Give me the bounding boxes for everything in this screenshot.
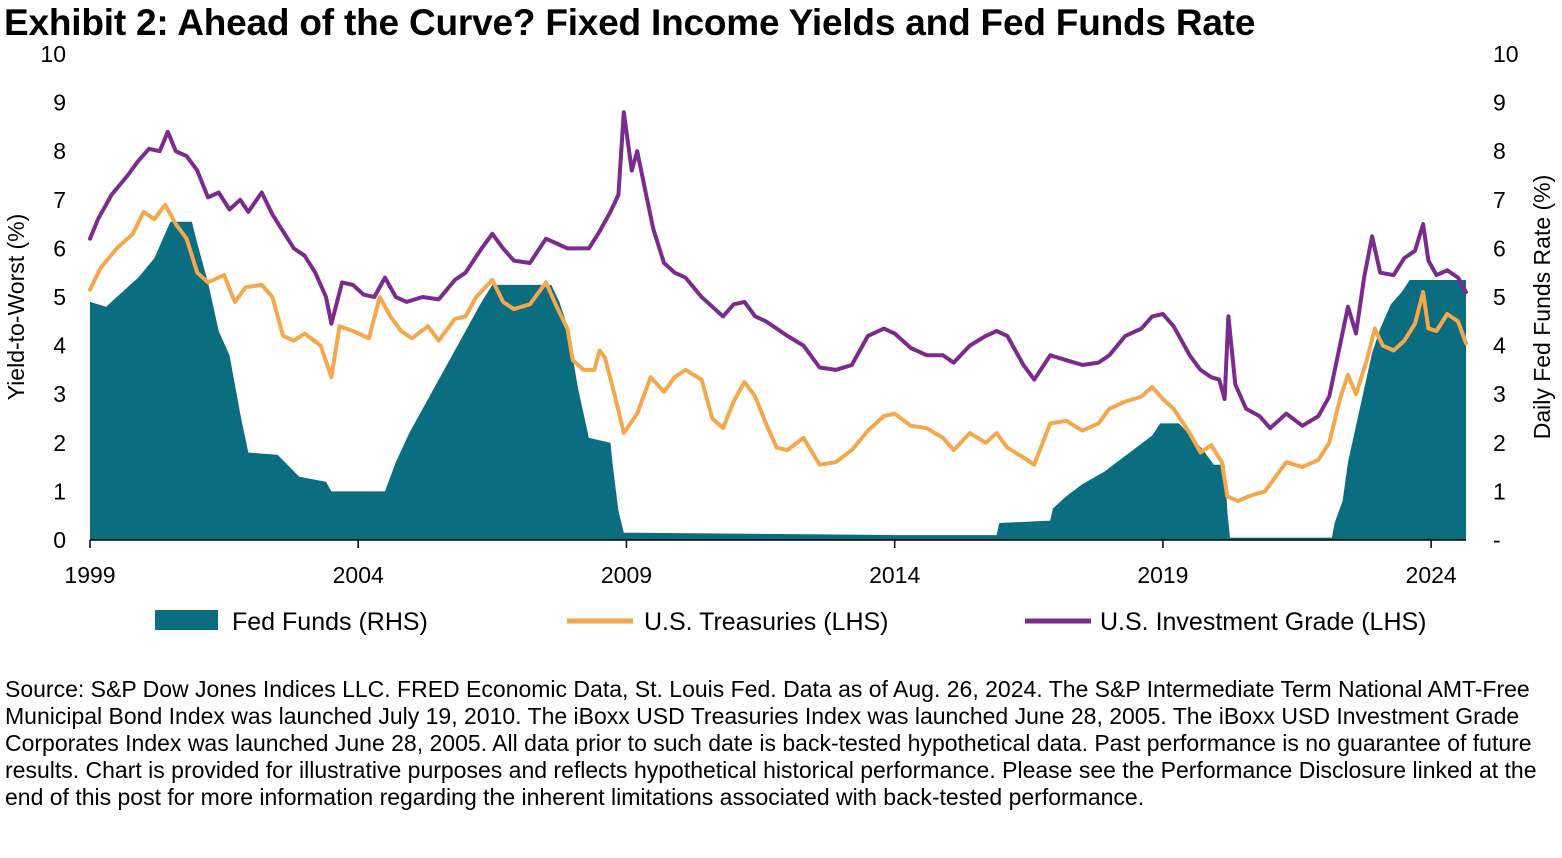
x-tick-label: 2024 xyxy=(1406,562,1457,588)
y-left-tick-label: 6 xyxy=(53,235,66,261)
x-tick-label: 2014 xyxy=(869,562,920,588)
treasuries-line xyxy=(88,202,1468,504)
y-left-tick-label: 0 xyxy=(53,527,66,553)
y-right-axis-title: Daily Fed Funds Rate (%) xyxy=(1529,175,1555,440)
yield-lines xyxy=(88,110,1468,504)
y-left-axis-title: Yield-to-Worst (%) xyxy=(3,214,29,401)
y-left-tick-label: 9 xyxy=(53,90,66,116)
legend-swatch-fed-funds xyxy=(155,610,218,630)
y-right-tick-label: 4 xyxy=(1493,333,1506,359)
chart-area: 1999 2004 2009 2014 2019 2024 0 1 2 3 4 5 6 7 8 9 10 - 1 2 3… xyxy=(3,41,1555,636)
y-left-tick-label: 2 xyxy=(53,430,66,456)
y-left-tick-label: 10 xyxy=(40,41,66,67)
source-note: Source: S&P Dow Jones Indices LLC. FRED … xyxy=(5,676,1537,810)
y-right-tick-label: 7 xyxy=(1493,187,1506,213)
y-right-tick-label: - xyxy=(1493,527,1501,553)
fed-funds-area xyxy=(90,221,1466,540)
y-right-tick-label: 1 xyxy=(1493,478,1506,504)
x-tick-label: 1999 xyxy=(64,562,115,588)
legend: Fed Funds (RHS) U.S. Treasuries (LHS) U.S.… xyxy=(155,608,1427,636)
chart-title: Exhibit 2: Ahead of the Curve? Fixed Inc… xyxy=(4,2,1256,43)
y-right-tick-label: 10 xyxy=(1493,41,1519,67)
y-right-tick-label: 3 xyxy=(1493,381,1506,407)
x-tick-label: 2019 xyxy=(1137,562,1188,588)
legend-label: Fed Funds (RHS) xyxy=(232,608,428,636)
y-left-tick-label: 1 xyxy=(53,478,66,504)
y-right-tick-label: 5 xyxy=(1493,284,1506,310)
y-right-tick-label: 9 xyxy=(1493,90,1506,116)
investment-grade-line xyxy=(88,110,1468,431)
y-right-tick-label: 6 xyxy=(1493,235,1506,261)
x-tick-label: 2004 xyxy=(333,562,384,588)
legend-label: U.S. Treasuries (LHS) xyxy=(644,608,889,636)
y-left-tick-label: 8 xyxy=(53,138,66,164)
x-tick-label: 2009 xyxy=(601,562,652,588)
y-left-tick-label: 3 xyxy=(53,381,66,407)
tick-labels: 1999 2004 2009 2014 2019 2024 0 1 2 3 4 5 6 7 8 9 10 - 1 2 3… xyxy=(3,41,1555,588)
y-right-tick-label: 2 xyxy=(1493,430,1506,456)
y-right-tick-label: 8 xyxy=(1493,138,1506,164)
legend-label: U.S. Investment Grade (LHS) xyxy=(1100,608,1427,636)
fed-funds-series xyxy=(90,221,1466,540)
axes xyxy=(89,539,1466,548)
y-left-tick-label: 7 xyxy=(53,187,66,213)
y-left-tick-label: 5 xyxy=(53,284,66,310)
y-left-tick-label: 4 xyxy=(53,333,66,359)
